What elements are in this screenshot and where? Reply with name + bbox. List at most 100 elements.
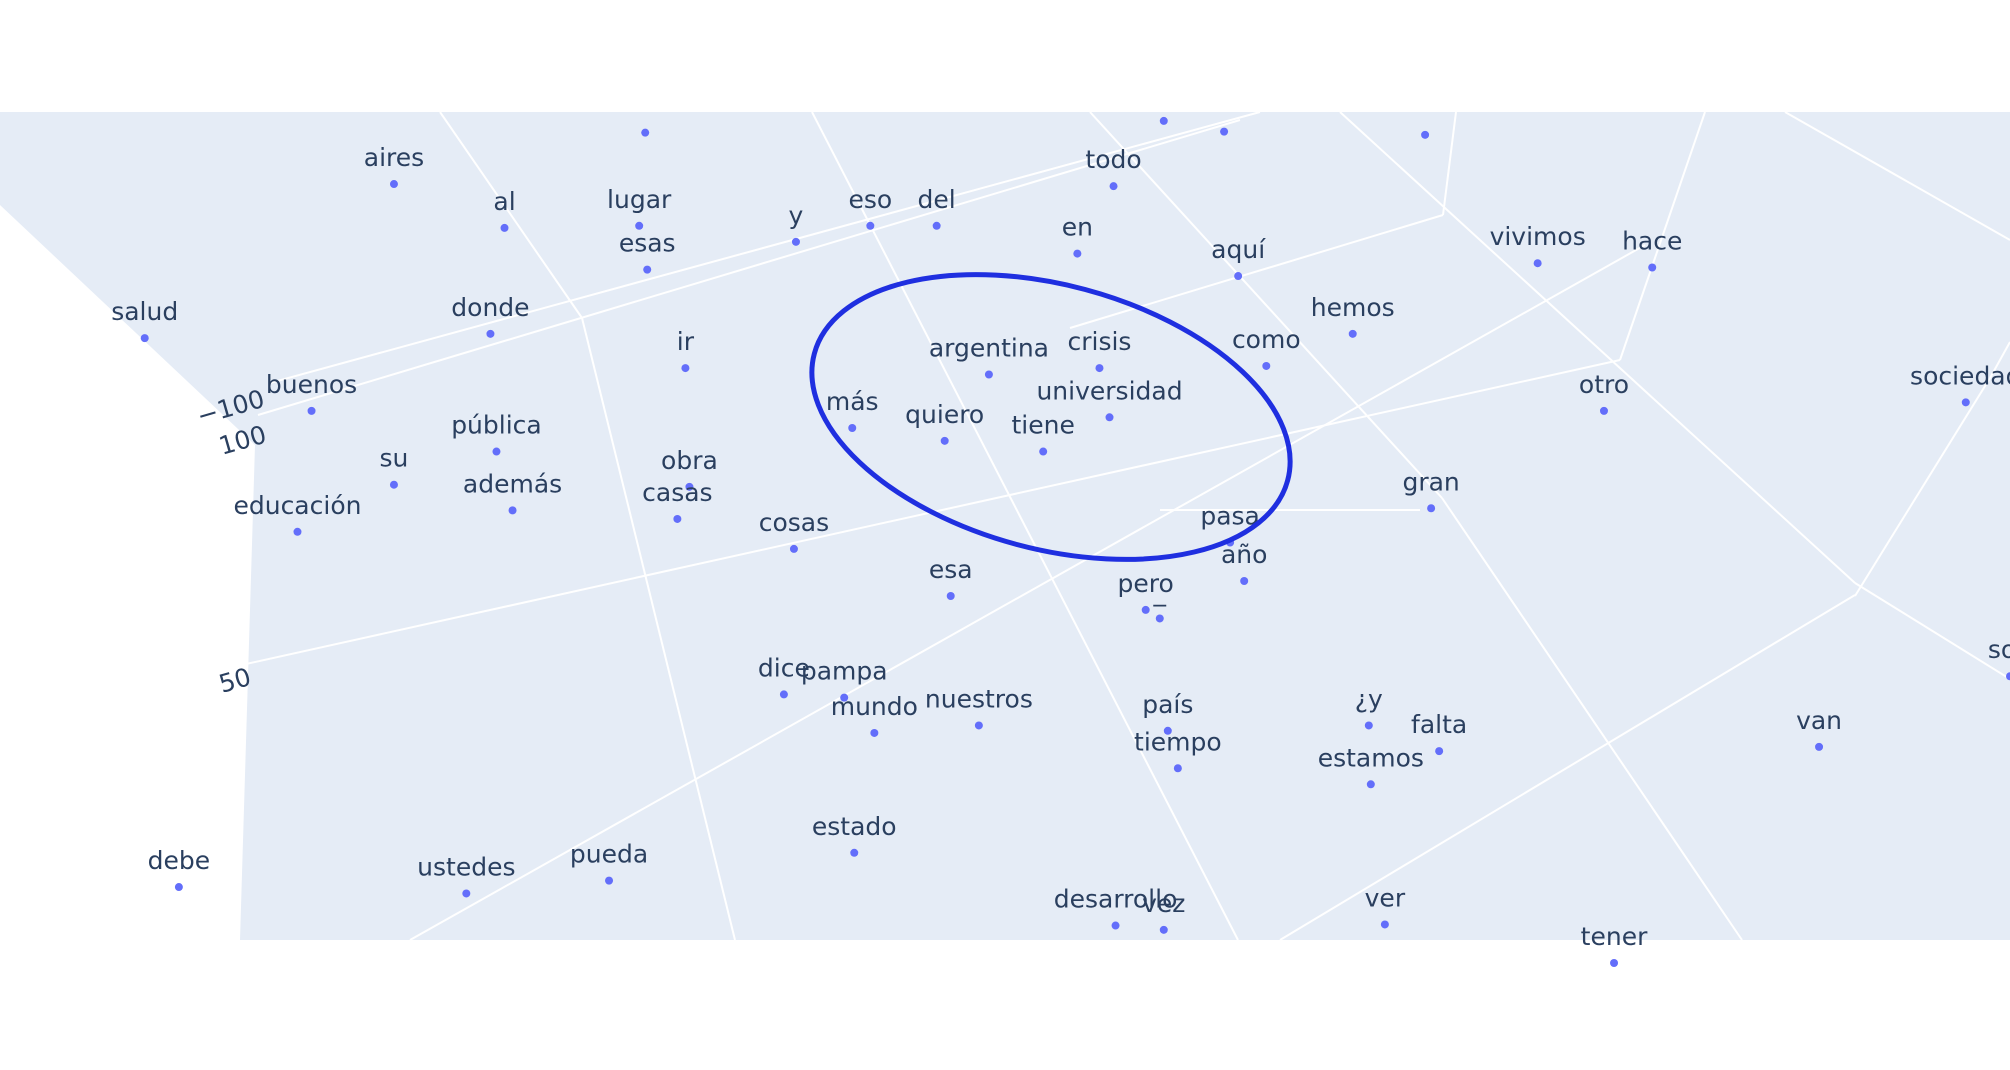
data-point[interactable] (673, 514, 682, 523)
data-point[interactable] (1364, 721, 1373, 730)
point-label: pasa (1200, 501, 1260, 530)
data-point[interactable] (1262, 361, 1271, 370)
data-point[interactable] (389, 480, 398, 489)
data-point[interactable] (1427, 504, 1436, 513)
data-point[interactable] (1610, 959, 1619, 967)
point-label: lugar (607, 185, 672, 214)
point-label: hace (1622, 227, 1682, 256)
data-point[interactable] (681, 364, 690, 373)
data-point[interactable] (1234, 272, 1243, 281)
data-point[interactable] (791, 237, 800, 246)
point-label: ustedes (417, 852, 515, 881)
data-point[interactable] (1109, 182, 1118, 191)
data-point[interactable] (1366, 780, 1375, 789)
scene-background (0, 112, 2010, 940)
point-label: nuestros (925, 684, 1033, 713)
point-label: obra (661, 446, 718, 475)
data-point[interactable] (500, 223, 509, 232)
point-label: vivimos (1490, 222, 1586, 251)
point-label: otro (1579, 370, 1629, 399)
data-point[interactable] (508, 506, 517, 515)
data-point[interactable] (1155, 614, 1164, 623)
point-label: aquí (1211, 235, 1266, 264)
point-label: estado (812, 812, 897, 841)
data-point[interactable] (1141, 605, 1150, 614)
point-label: sociedad (1910, 361, 2010, 390)
data-point[interactable] (1105, 413, 1114, 422)
point-label: eso (848, 185, 892, 214)
data-point[interactable] (1348, 329, 1357, 338)
point-label: pública (451, 411, 542, 440)
data-point[interactable] (1039, 447, 1048, 456)
data-point[interactable] (848, 424, 857, 432)
data-point[interactable] (685, 482, 694, 491)
data-point[interactable] (779, 690, 788, 699)
data-point[interactable] (1599, 406, 1608, 415)
point-label: en (1062, 213, 1093, 242)
data-point[interactable] (870, 728, 879, 737)
point-label: buenos (266, 370, 357, 399)
point-label: donde (451, 293, 529, 322)
point-label: quiero (905, 400, 984, 429)
data-point[interactable] (389, 180, 398, 189)
data-point[interactable] (984, 370, 993, 379)
data-point[interactable] (1648, 263, 1657, 272)
data-point[interactable] (174, 883, 183, 892)
data-point[interactable] (866, 221, 875, 230)
data-point[interactable] (850, 848, 859, 857)
data-point[interactable] (2006, 672, 2010, 681)
data-point[interactable] (1961, 398, 1970, 407)
data-point[interactable] (1220, 127, 1229, 136)
data-point[interactable] (486, 329, 495, 338)
data-point[interactable] (1159, 116, 1168, 125)
data-point[interactable] (1815, 742, 1824, 751)
data-point[interactable] (1173, 764, 1182, 773)
data-point[interactable] (932, 221, 941, 230)
data-point[interactable] (1159, 925, 1168, 934)
data-point[interactable] (293, 527, 302, 536)
data-point[interactable] (643, 265, 652, 274)
point-label: ver (1365, 883, 1406, 912)
data-point[interactable] (605, 876, 614, 885)
point-label: además (463, 469, 562, 498)
point-label: al (493, 187, 515, 216)
point-label: tener (1581, 922, 1648, 951)
data-point[interactable] (946, 591, 955, 600)
data-point[interactable] (1435, 747, 1444, 756)
data-point[interactable] (641, 128, 650, 137)
data-point[interactable] (140, 334, 149, 343)
data-point[interactable] (307, 406, 316, 415)
point-label: crisis (1067, 327, 1131, 356)
point-label: pampa (801, 657, 888, 686)
point-label: cosas (759, 508, 829, 537)
point-label: argentina (929, 334, 1049, 363)
data-point[interactable] (1380, 920, 1389, 929)
data-point[interactable] (940, 436, 949, 445)
point-label: hemos (1311, 293, 1395, 322)
point-label: falta (1411, 710, 1467, 739)
data-point[interactable] (1073, 249, 1082, 258)
data-point[interactable] (789, 544, 798, 553)
point-label: país (1142, 690, 1193, 719)
point-label: _ (1153, 577, 1167, 606)
data-point[interactable] (974, 721, 983, 730)
data-point[interactable] (1111, 921, 1120, 930)
data-point[interactable] (1163, 726, 1172, 735)
point-label: van (1796, 706, 1842, 735)
data-point[interactable] (492, 447, 501, 456)
data-point[interactable] (1240, 577, 1249, 586)
point-label: gran (1402, 467, 1459, 496)
data-point[interactable] (1421, 130, 1430, 139)
data-point[interactable] (1095, 364, 1104, 373)
point-label: dice (758, 653, 810, 682)
data-point[interactable] (1533, 259, 1542, 268)
data-point[interactable] (840, 693, 849, 702)
point-label: tiene (1012, 411, 1075, 440)
point-label: son (1988, 635, 2010, 664)
data-point[interactable] (635, 221, 644, 230)
point-label: del (918, 185, 956, 214)
point-label: como (1232, 325, 1301, 354)
point-label: ir (677, 327, 695, 356)
data-point[interactable] (462, 889, 471, 898)
point-label: desarrollo (1054, 885, 1178, 914)
